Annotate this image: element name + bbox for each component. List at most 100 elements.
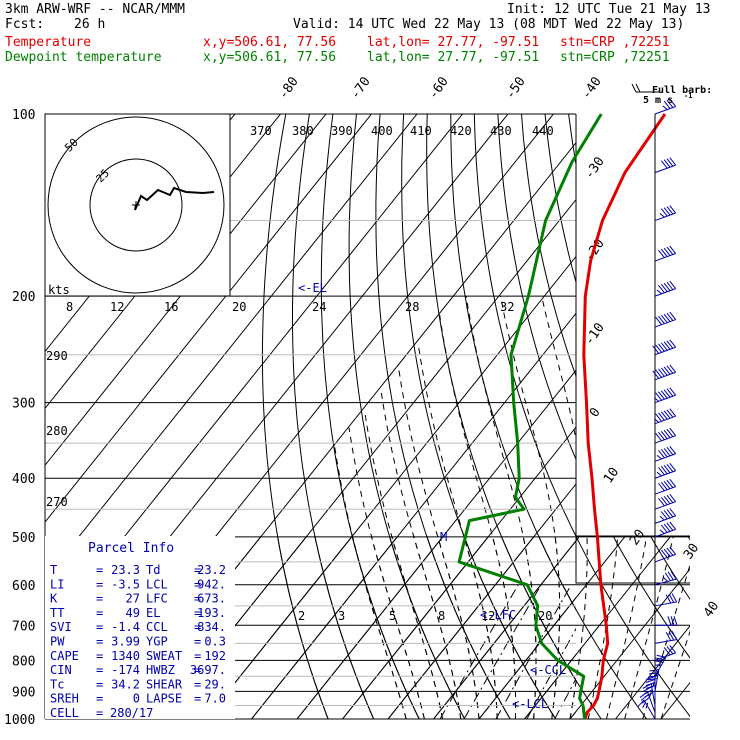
wind-barb-flag [658,284,665,294]
temperature-tick-label: 10 [601,465,622,486]
legend-dewpoint-latlon: lat,lon= 27.77, -97.51 [367,50,540,65]
pressure-label: 900 [12,685,35,700]
el-marker: <-EL [298,281,327,295]
wind-barb-flag [659,515,665,521]
dry-adiabat [320,114,420,719]
isotherm-line [205,536,354,719]
dry-adiabat [375,114,511,719]
parcel-info-value: = [194,692,201,706]
wind-barb-flag [663,207,671,216]
temperature-tick-label: -80 [276,74,302,102]
mixing-ratio-label: 28 [405,300,419,314]
dry-adiabat [314,536,375,719]
parcel-info-value: SWEAT [146,649,182,663]
wind-barb-flag [667,616,672,626]
moist-adiabat [465,296,537,719]
wind-barb-flag [652,370,660,379]
wind-barb-flag [665,632,672,641]
hodograph: 25 50 [44,113,231,297]
wind-barb-flag [666,158,674,167]
wind-barb-flag [666,547,674,556]
wind-barb-flag [653,397,660,402]
dry-adiabat [686,114,740,719]
wind-barb [654,546,677,563]
wind-barb-flag [663,366,671,375]
wind-barb [645,676,656,699]
theta-label: 280 [46,424,68,438]
legend-temperature-latlon: lat,lon= 27.77, -97.51 [367,35,540,50]
wind-barb-flag [643,689,653,695]
moist-adiabat [541,295,576,719]
wind-barb-flag [659,529,665,534]
theta-label: 390 [331,124,353,138]
theta-label: 440 [532,124,554,138]
wind-barb-flag [669,508,677,517]
parcel-info-value: = [194,563,201,577]
wind-barb-flag [660,511,668,520]
wind-barb-flag [656,471,662,477]
moist-adiabat [463,536,498,719]
dry-adiabat [639,114,740,719]
wind-barb-flag [655,369,662,378]
parcel-info-value: -3.5 [111,577,140,591]
wind-barb-flag [668,631,675,641]
legend-temperature-station: stn=CRP ,72251 [560,35,670,50]
isotherm-line [524,536,672,719]
parcel-info-value: = [194,606,201,620]
legend-temperature-xy: x,y=506.61, 77.56 [203,35,337,50]
moist-adiabat [660,630,690,719]
parcel-info-value: 34.2 [111,677,140,691]
wind-barb-flag [656,289,662,295]
temperature-tick-label: -70 [348,74,374,102]
wind-barb-flag [666,409,674,418]
wind-barb-flag [647,678,658,681]
legend-dewpoint-xy: x,y=506.61, 77.56 [203,50,337,65]
parcel-info-value: 0 [133,692,140,706]
parcel-info-value: = [96,649,103,663]
parcel-info-value: 0.3 [204,635,226,649]
lcl-marker: <-LCL [512,697,548,711]
wind-barb-shaft [654,528,676,538]
wind-barb-flag [669,311,677,320]
wind-barb-flag [670,616,675,626]
wind-barb-flag [662,105,668,110]
moist-adiabat [522,536,537,719]
wind-barb-flag [645,685,656,689]
wind-barb-shaft [654,486,676,495]
parcel-info-value: -1.4 [111,620,140,634]
wind-barb-flag [663,282,671,291]
moist-adiabat [413,536,462,719]
theta-label: 380 [292,124,314,138]
isotherm-line [707,114,740,719]
temperature-tick-label: -30 [582,154,608,182]
pressure-label: 300 [12,397,35,412]
wind-barb-flag [663,548,671,557]
dry-adiabat [734,114,740,719]
moist-adiabats [334,295,576,719]
melting-level-marker: M [440,530,447,544]
wind-barb-flag [655,433,662,442]
moist-adiabat [370,536,425,719]
parcel-info-value: -174 [111,663,140,677]
moist-adiabat [417,343,498,719]
wind-barb-flag [669,98,677,107]
mixing-ratio-label: 8 [438,609,445,623]
parcel-info-value: K [50,592,58,606]
legend-temperature-label: Temperature [5,35,92,50]
wind-barb-flag [669,339,677,348]
wind-barb [654,521,677,538]
wind-barb-flag [669,645,677,654]
wind-barb-flag [666,99,674,108]
wind-barb-flag [658,249,665,258]
wind-barb-flag [669,462,677,472]
wind-barb-flag [666,340,674,349]
parcel-info-value: = [96,620,103,634]
wind-barb-flag [660,449,668,458]
dry-adiabat [426,536,511,719]
wind-barb [654,98,677,115]
isotherm-line [569,568,690,719]
pressure-label: 200 [12,290,35,305]
wind-barb-flag [669,546,677,555]
parcel-info-value: = [194,677,201,691]
parcel-info-value: 27 [126,592,140,606]
